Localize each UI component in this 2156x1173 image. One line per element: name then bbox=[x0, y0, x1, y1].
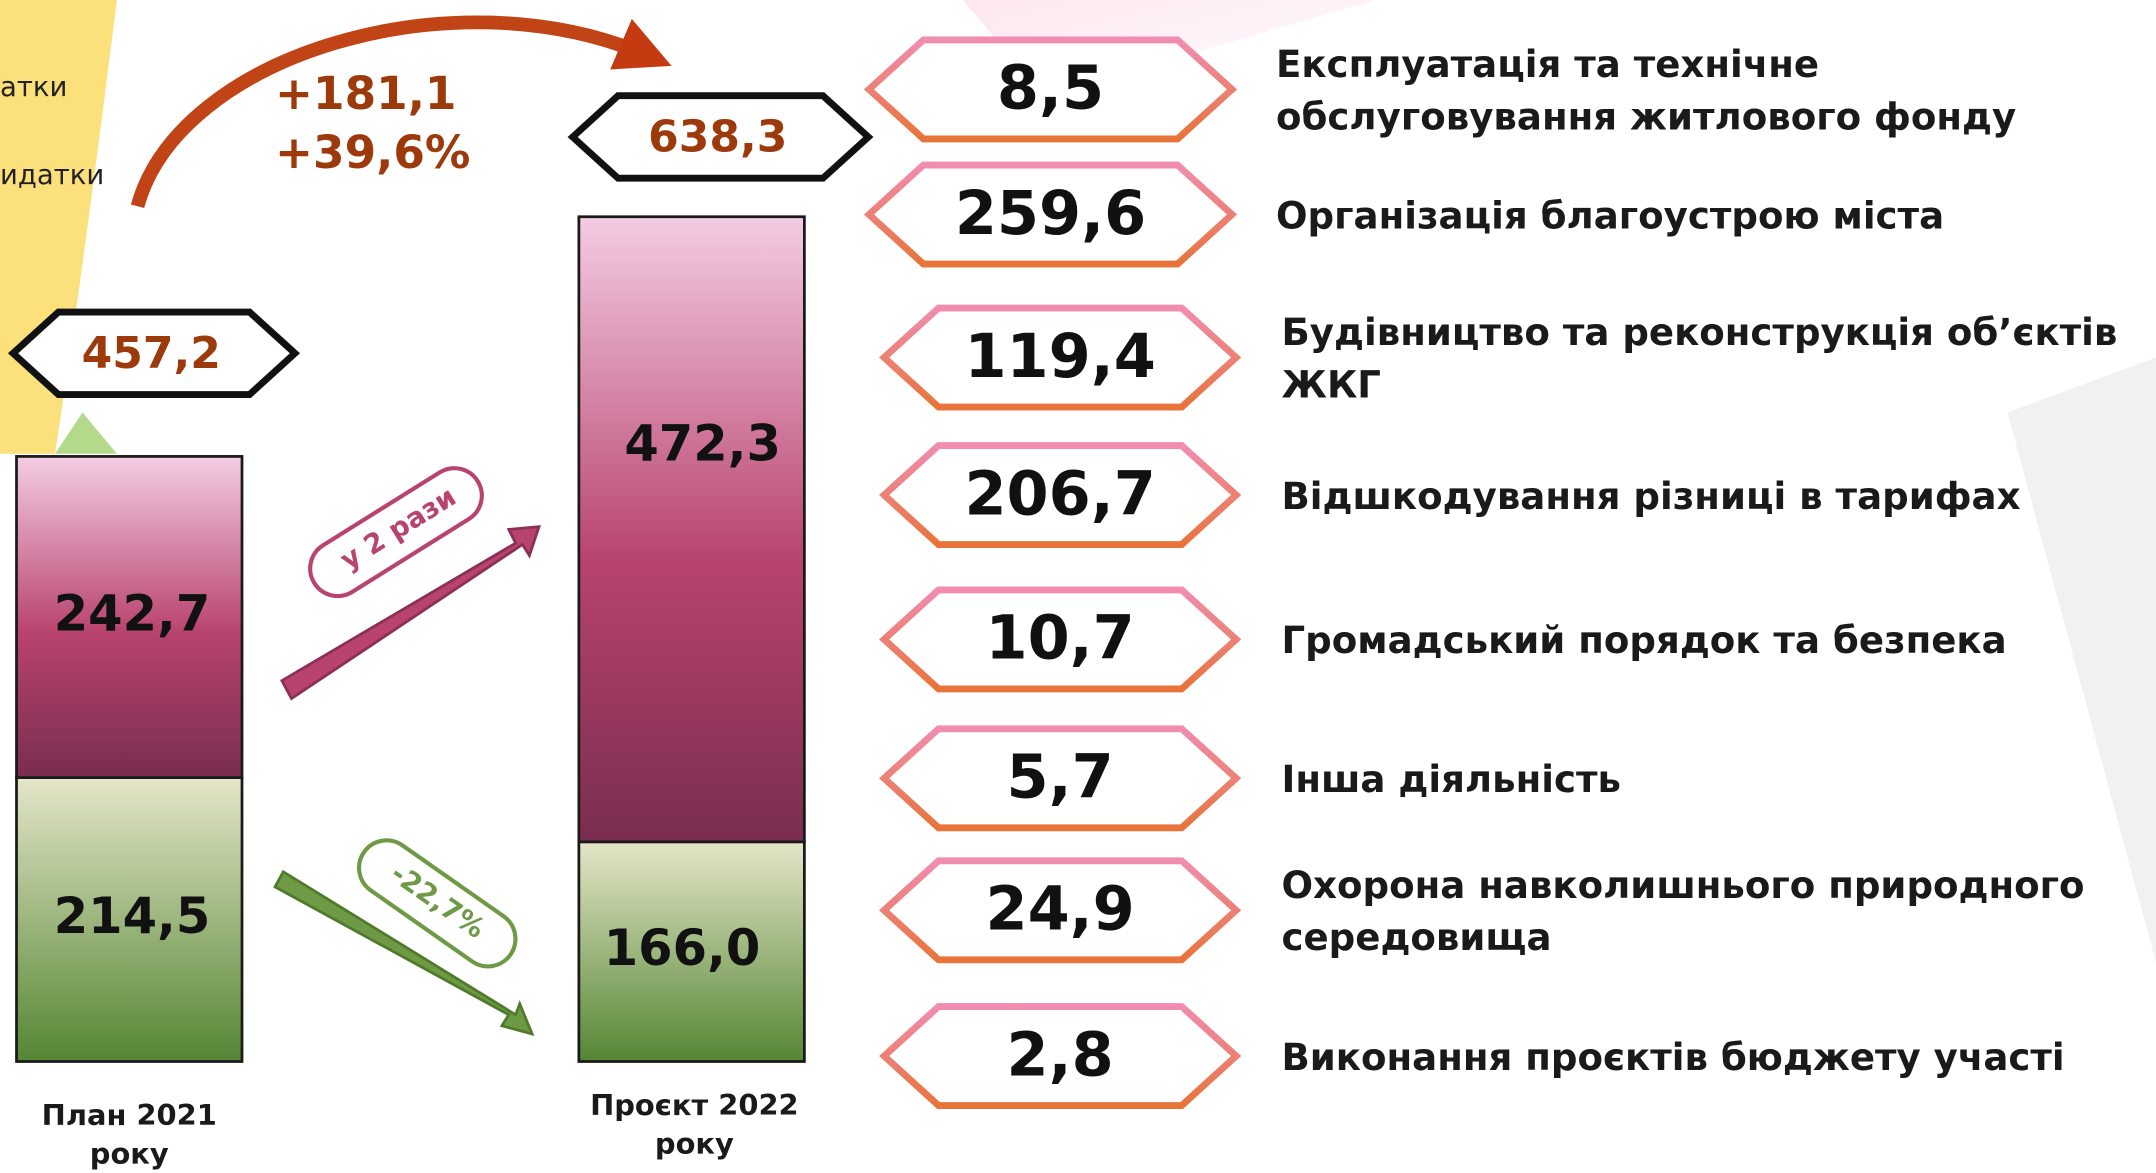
breakdown-value: 206,7 bbox=[964, 459, 1155, 529]
total-label: 457,2 bbox=[82, 328, 221, 379]
breakdown-text: Громадський порядок та безпека bbox=[1282, 616, 2155, 668]
breakdown-value: 5,7 bbox=[1007, 743, 1114, 813]
breakdown-value: 259,6 bbox=[955, 179, 1146, 249]
breakdown-text: Організація благоустрою міста bbox=[1276, 191, 2149, 243]
breakdown-text: Відшкодування різниці в тарифах bbox=[1282, 472, 2155, 524]
category-label: Проєкт 2022 року bbox=[582, 1086, 808, 1163]
change-total: +181,1 bbox=[275, 67, 456, 120]
total-label: 638,3 bbox=[648, 112, 787, 163]
breakdown-value: 119,4 bbox=[964, 322, 1155, 392]
background-shape bbox=[55, 413, 117, 454]
breakdown-text: Експлуатація та технічне обслуговування … bbox=[1276, 40, 2149, 145]
value-label: 472,3 bbox=[624, 414, 781, 472]
value-label: 214,5 bbox=[54, 887, 211, 945]
breakdown-value: 8,5 bbox=[997, 54, 1104, 124]
breakdown-text: Інша діяльність bbox=[1282, 755, 2155, 807]
breakdown-text: Будівництво та реконструкція об’єктів ЖК… bbox=[1282, 308, 2155, 413]
breakdown-value: 10,7 bbox=[985, 604, 1134, 674]
bar-segment bbox=[579, 217, 805, 842]
side-text: идатки bbox=[0, 159, 104, 191]
breakdown-value: 24,9 bbox=[985, 875, 1134, 945]
category-label: План 2021 року bbox=[17, 1096, 243, 1173]
value-label: 166,0 bbox=[604, 919, 761, 977]
side-text: атки bbox=[0, 71, 67, 103]
breakdown-text: Виконання проєктів бюджету участі bbox=[1282, 1033, 2155, 1085]
breakdown-text: Охорона навколишнього природного середов… bbox=[1282, 861, 2155, 966]
change-total: +39,6% bbox=[275, 126, 470, 179]
value-label: 242,7 bbox=[54, 585, 211, 643]
breakdown-value: 2,8 bbox=[1007, 1020, 1114, 1090]
